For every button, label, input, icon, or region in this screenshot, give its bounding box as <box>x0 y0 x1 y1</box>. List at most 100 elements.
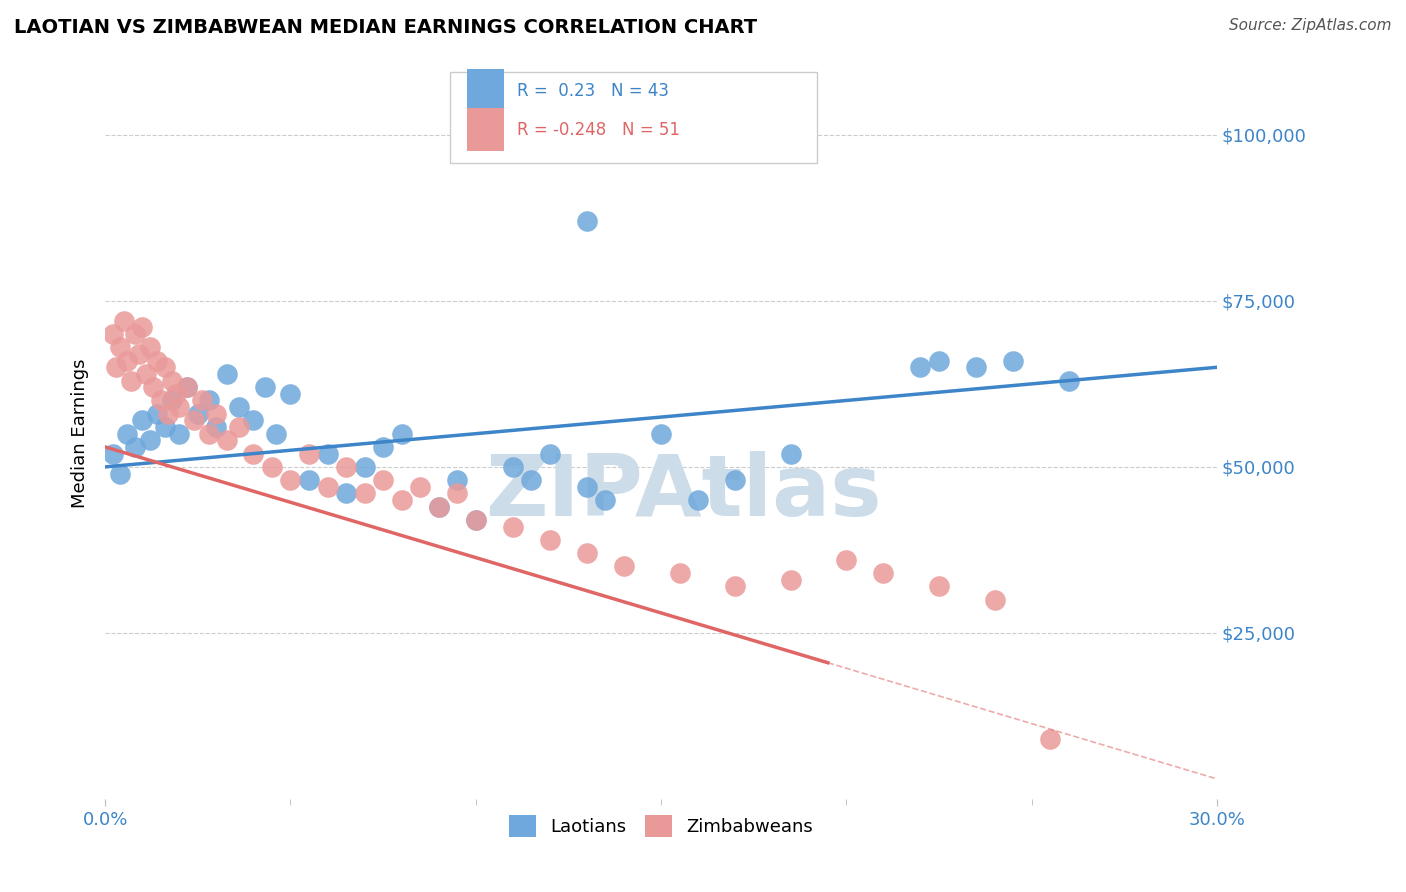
Text: Source: ZipAtlas.com: Source: ZipAtlas.com <box>1229 18 1392 33</box>
Point <box>502 459 524 474</box>
FancyBboxPatch shape <box>467 108 505 151</box>
Point <box>316 480 339 494</box>
Point <box>160 374 183 388</box>
Point <box>135 367 157 381</box>
Point <box>228 420 250 434</box>
Point <box>427 500 450 514</box>
Point <box>650 426 672 441</box>
Point <box>242 413 264 427</box>
Point <box>176 380 198 394</box>
Legend: Laotians, Zimbabweans: Laotians, Zimbabweans <box>502 808 820 845</box>
Point <box>427 500 450 514</box>
Point <box>910 360 932 375</box>
Point <box>502 519 524 533</box>
Point <box>538 533 561 547</box>
Point <box>108 467 131 481</box>
Text: R =  0.23   N = 43: R = 0.23 N = 43 <box>516 82 668 100</box>
Point <box>724 473 747 487</box>
Point <box>117 353 139 368</box>
Point <box>688 493 710 508</box>
Point <box>205 420 228 434</box>
Text: ZIPAtlas: ZIPAtlas <box>485 450 882 533</box>
Point <box>613 559 636 574</box>
Point <box>124 440 146 454</box>
Point <box>928 353 950 368</box>
Point <box>190 393 212 408</box>
Point <box>464 513 486 527</box>
Point <box>153 360 176 375</box>
Point <box>373 440 395 454</box>
Point <box>146 353 169 368</box>
Point <box>983 592 1005 607</box>
Point <box>280 387 302 401</box>
Point <box>391 426 413 441</box>
Point <box>105 360 128 375</box>
Point <box>409 480 432 494</box>
Point <box>872 566 894 580</box>
Point <box>575 546 598 560</box>
Point <box>335 459 357 474</box>
Point <box>138 434 160 448</box>
Point <box>668 566 690 580</box>
Point <box>101 447 124 461</box>
Point <box>198 393 221 408</box>
Point <box>183 413 205 427</box>
Point <box>835 553 858 567</box>
FancyBboxPatch shape <box>467 70 505 112</box>
Y-axis label: Median Earnings: Median Earnings <box>72 359 89 508</box>
Point <box>101 327 124 342</box>
Point <box>117 426 139 441</box>
Point <box>298 473 321 487</box>
Point <box>138 340 160 354</box>
Point <box>153 420 176 434</box>
Point <box>353 459 375 474</box>
Point <box>575 480 598 494</box>
Point <box>779 447 801 461</box>
Point <box>142 380 165 394</box>
Point <box>264 426 287 441</box>
Point <box>391 493 413 508</box>
Point <box>205 407 228 421</box>
Point <box>965 360 987 375</box>
Point <box>120 374 142 388</box>
Point <box>724 579 747 593</box>
Point <box>446 473 468 487</box>
Point <box>165 387 187 401</box>
Point <box>446 486 468 500</box>
Point <box>316 447 339 461</box>
Point <box>228 400 250 414</box>
Point <box>353 486 375 500</box>
Point <box>187 407 209 421</box>
Point <box>124 327 146 342</box>
Point <box>260 459 283 474</box>
Point <box>335 486 357 500</box>
Point <box>575 214 598 228</box>
Point <box>160 393 183 408</box>
Point <box>595 493 617 508</box>
Text: R = -0.248   N = 51: R = -0.248 N = 51 <box>516 120 679 138</box>
Point <box>242 447 264 461</box>
Point <box>928 579 950 593</box>
Point <box>1057 374 1080 388</box>
Point <box>198 426 221 441</box>
Point <box>1039 732 1062 747</box>
Point <box>169 426 191 441</box>
Point <box>217 434 239 448</box>
Point <box>520 473 543 487</box>
FancyBboxPatch shape <box>450 72 817 163</box>
Point <box>1002 353 1025 368</box>
Point <box>146 407 169 421</box>
Point <box>108 340 131 354</box>
Point <box>298 447 321 461</box>
Point <box>373 473 395 487</box>
Point <box>169 400 191 414</box>
Point <box>157 407 180 421</box>
Point <box>131 320 153 334</box>
Point <box>176 380 198 394</box>
Text: LAOTIAN VS ZIMBABWEAN MEDIAN EARNINGS CORRELATION CHART: LAOTIAN VS ZIMBABWEAN MEDIAN EARNINGS CO… <box>14 18 758 37</box>
Point <box>112 314 135 328</box>
Point <box>538 447 561 461</box>
Point <box>464 513 486 527</box>
Point <box>128 347 150 361</box>
Point <box>131 413 153 427</box>
